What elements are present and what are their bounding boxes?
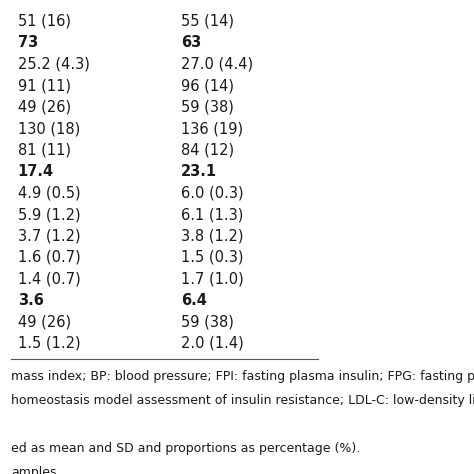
Text: 4.9 (0.5): 4.9 (0.5) bbox=[18, 186, 80, 201]
Text: 6.0 (0.3): 6.0 (0.3) bbox=[181, 186, 243, 201]
Text: 63: 63 bbox=[181, 35, 201, 50]
Text: 130 (18): 130 (18) bbox=[18, 121, 80, 136]
Text: 49 (26): 49 (26) bbox=[18, 100, 71, 115]
Text: 5.9 (1.2): 5.9 (1.2) bbox=[18, 207, 80, 222]
Text: 49 (26): 49 (26) bbox=[18, 314, 71, 329]
Text: 59 (38): 59 (38) bbox=[181, 100, 234, 115]
Text: 1.5 (0.3): 1.5 (0.3) bbox=[181, 250, 243, 265]
Text: 1.7 (1.0): 1.7 (1.0) bbox=[181, 272, 243, 286]
Text: 1.5 (1.2): 1.5 (1.2) bbox=[18, 336, 80, 351]
Text: 59 (38): 59 (38) bbox=[181, 314, 234, 329]
Text: 6.1 (1.3): 6.1 (1.3) bbox=[181, 207, 243, 222]
Text: 55 (14): 55 (14) bbox=[181, 14, 234, 29]
Text: 17.4: 17.4 bbox=[18, 164, 54, 179]
Text: 96 (14): 96 (14) bbox=[181, 78, 234, 93]
Text: ed as mean and SD and proportions as percentage (%).: ed as mean and SD and proportions as per… bbox=[11, 442, 360, 455]
Text: 3.7 (1.2): 3.7 (1.2) bbox=[18, 228, 80, 244]
Text: 84 (12): 84 (12) bbox=[181, 143, 234, 158]
Text: homeostasis model assessment of insulin resistance; LDL-C: low-density lipo: homeostasis model assessment of insulin … bbox=[11, 394, 474, 407]
Text: amples.: amples. bbox=[11, 465, 61, 474]
Text: 2.0 (1.4): 2.0 (1.4) bbox=[181, 336, 243, 351]
Text: 136 (19): 136 (19) bbox=[181, 121, 243, 136]
Text: 91 (11): 91 (11) bbox=[18, 78, 71, 93]
Text: 1.4 (0.7): 1.4 (0.7) bbox=[18, 272, 81, 286]
Text: 81 (11): 81 (11) bbox=[18, 143, 71, 158]
Text: mass index; BP: blood pressure; FPI: fasting plasma insulin; FPG: fasting plasma: mass index; BP: blood pressure; FPI: fas… bbox=[11, 370, 474, 383]
Text: 3.6: 3.6 bbox=[18, 293, 44, 308]
Text: 3.8 (1.2): 3.8 (1.2) bbox=[181, 228, 243, 244]
Text: 23.1: 23.1 bbox=[181, 164, 217, 179]
Text: 73: 73 bbox=[18, 35, 38, 50]
Text: 6.4: 6.4 bbox=[181, 293, 207, 308]
Text: 1.6 (0.7): 1.6 (0.7) bbox=[18, 250, 81, 265]
Text: 27.0 (4.4): 27.0 (4.4) bbox=[181, 57, 253, 72]
Text: 25.2 (4.3): 25.2 (4.3) bbox=[18, 57, 90, 72]
Text: 51 (16): 51 (16) bbox=[18, 14, 71, 29]
